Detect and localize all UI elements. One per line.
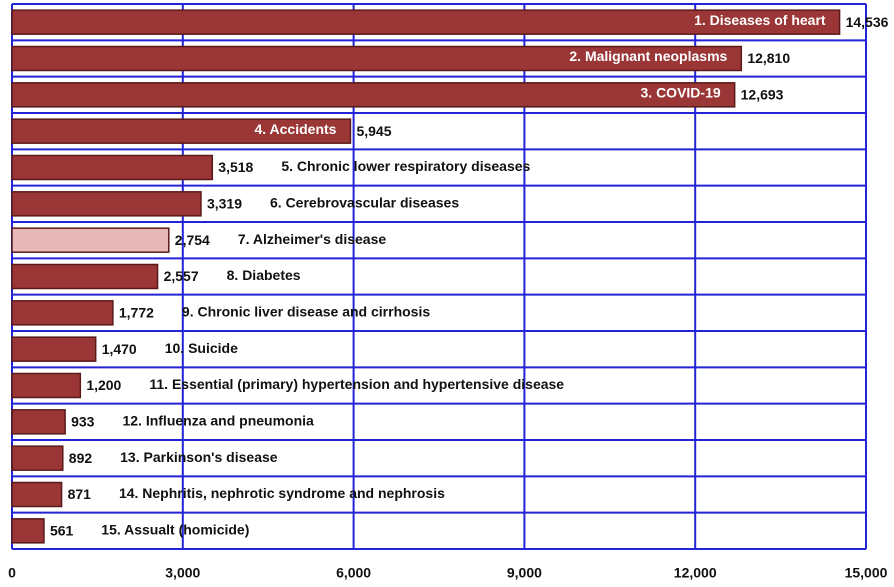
bar-label: 10. Suicide <box>165 340 238 356</box>
bar-label: 9. Chronic liver disease and cirrhosis <box>182 304 430 320</box>
bar-label: 11. Essential (primary) hypertension and… <box>149 376 564 392</box>
bar <box>11 445 64 471</box>
bar-label: 5. Chronic lower respiratory diseases <box>281 158 530 174</box>
bar <box>11 191 202 217</box>
x-tick-label: 6,000 <box>336 565 371 581</box>
bar <box>11 9 841 35</box>
bar <box>11 518 45 544</box>
bar <box>11 300 114 326</box>
bar <box>11 372 82 399</box>
bar-label: 15. Assualt (homicide) <box>101 522 249 538</box>
bar-label: 4. Accidents <box>254 121 336 137</box>
bar-label: 3. COVID-19 <box>641 85 721 101</box>
bar-label: 2. Malignant neoplasms <box>569 48 727 64</box>
bar-label: 8. Diabetes <box>227 267 301 283</box>
data-label: 892 <box>69 450 93 466</box>
bar-label: 1. Diseases of heart <box>694 12 826 28</box>
bar <box>11 409 66 435</box>
x-tick-label: 12,000 <box>674 565 717 581</box>
bar <box>11 336 97 362</box>
bar-label: 6. Cerebrovascular diseases <box>270 195 459 211</box>
data-label: 1,200 <box>86 377 121 393</box>
data-label: 1,772 <box>119 305 154 321</box>
data-label: 3,518 <box>218 159 253 175</box>
data-label: 3,319 <box>207 196 242 212</box>
x-tick-label: 3,000 <box>165 565 200 581</box>
bar <box>11 481 63 508</box>
data-label: 871 <box>68 486 92 502</box>
bar-label: 14. Nephritis, nephrotic syndrome and ne… <box>119 485 445 501</box>
data-label: 5,945 <box>356 123 391 139</box>
data-label: 933 <box>71 414 95 430</box>
x-tick-label: 9,000 <box>507 565 542 581</box>
data-label: 12,810 <box>747 50 790 66</box>
x-tick-label: 0 <box>8 565 16 581</box>
data-label: 12,693 <box>741 87 784 103</box>
bar <box>11 154 214 181</box>
data-label: 2,557 <box>164 268 199 284</box>
data-label: 1,470 <box>102 341 137 357</box>
data-label: 561 <box>50 523 74 539</box>
bar-label: 13. Parkinson's disease <box>120 449 278 465</box>
bar <box>11 45 743 72</box>
data-label: 14,536 <box>846 14 889 30</box>
bar-label: 12. Influenza and pneumonia <box>122 413 314 429</box>
bar <box>11 118 352 144</box>
data-label: 2,754 <box>175 232 210 248</box>
bar <box>11 82 736 108</box>
bar <box>11 227 170 253</box>
bar <box>11 263 159 290</box>
x-tick-label: 15,000 <box>845 565 888 581</box>
bar-label: 7. Alzheimer's disease <box>238 231 387 247</box>
